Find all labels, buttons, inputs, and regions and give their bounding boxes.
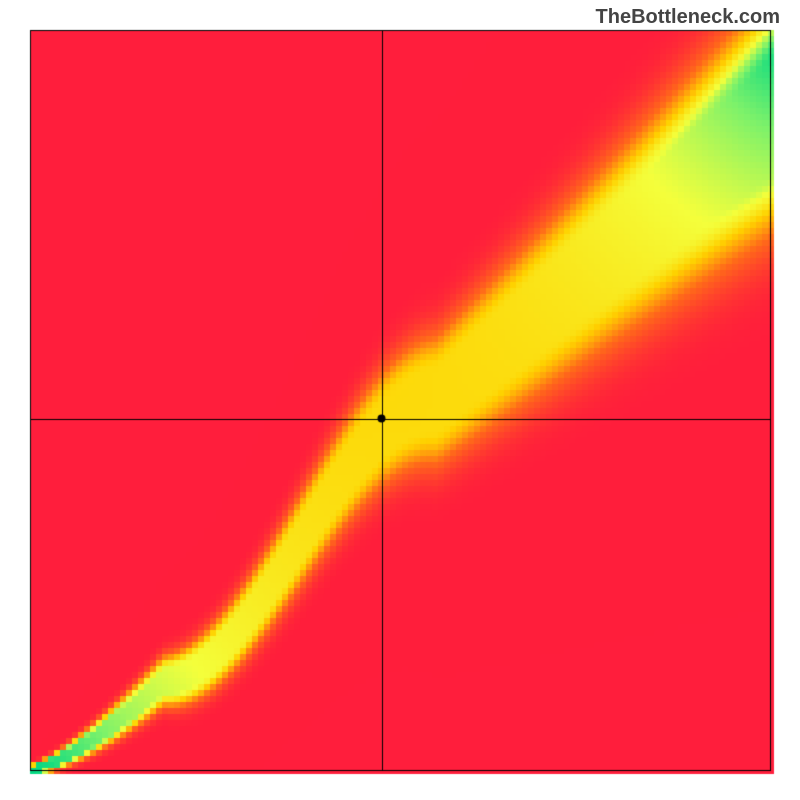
heatmap-canvas (0, 0, 800, 800)
watermark-text: TheBottleneck.com (596, 6, 780, 29)
chart-container: TheBottleneck.com (0, 0, 800, 800)
